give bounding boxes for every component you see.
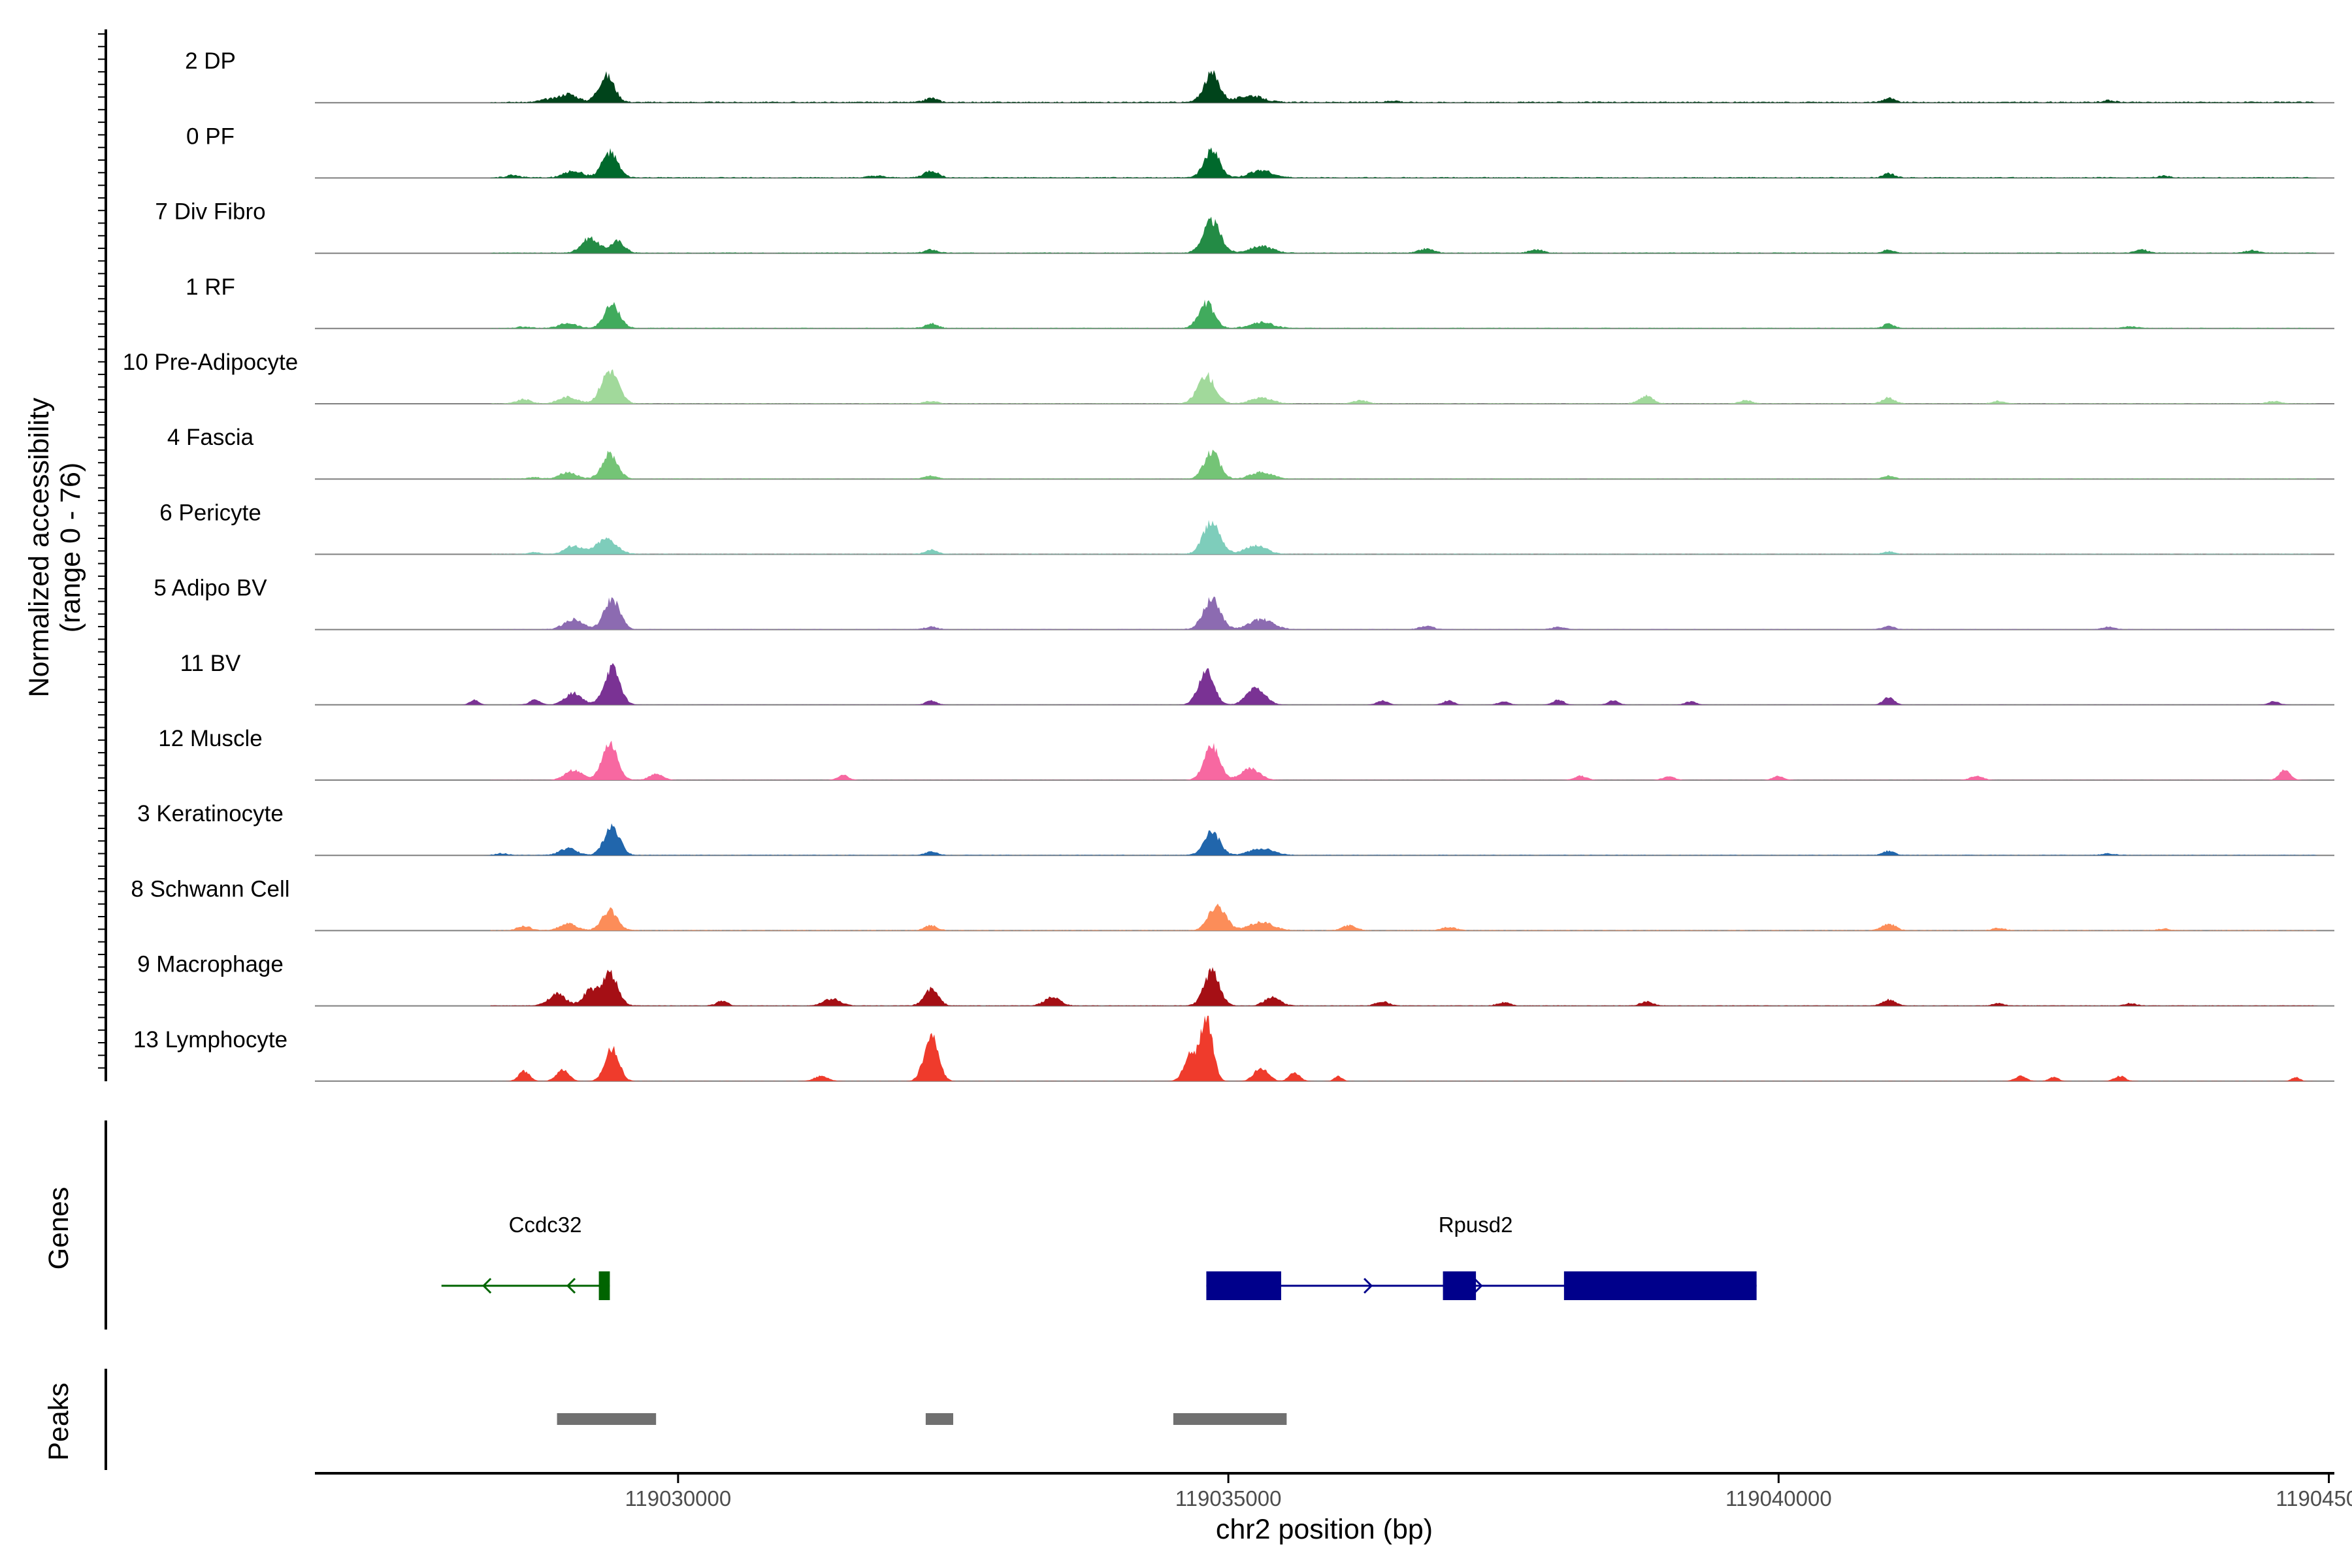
gene-label: Ccdc32 [509, 1213, 582, 1237]
coverage-track: 1 RF [186, 274, 2334, 329]
y-axis-ticks [98, 33, 106, 1069]
track-label: 7 Div Fibro [155, 199, 265, 225]
coverage-track: 5 Adipo BV [154, 576, 2334, 630]
gene-exon [1443, 1271, 1477, 1300]
coverage-track: 11 BV [180, 651, 2334, 706]
coverage-area [315, 823, 2334, 856]
peak-region [925, 1413, 953, 1425]
coverage-track: 7 Div Fibro [155, 199, 2334, 254]
peak-region [557, 1413, 657, 1425]
coverage-track: 3 Keratinocyte [137, 801, 2334, 857]
coverage-area [315, 70, 2334, 103]
coverage-track: 8 Schwann Cell [131, 876, 2334, 932]
gene-exon [1206, 1271, 1281, 1300]
coverage-track: 6 Pericyte [159, 500, 2334, 555]
y-axis-title-line1: Normalized accessibility [24, 397, 55, 697]
coverage-track: 13 Lymphocyte [133, 1015, 2334, 1082]
strand-arrow [1364, 1277, 1373, 1294]
x-tick-label: 119030000 [625, 1486, 732, 1511]
coverage-area [315, 662, 2334, 705]
coverage-area [315, 519, 2334, 555]
coverage-track: 2 DP [185, 48, 2334, 104]
track-label: 12 Muscle [158, 726, 263, 751]
strand-arrow [482, 1277, 492, 1294]
y-axis-title-line2: (range 0 - 76) [55, 463, 86, 633]
gene-label: Rpusd2 [1439, 1213, 1513, 1237]
coverage-track: 9 Macrophage [137, 952, 2334, 1007]
coverage-area [315, 1015, 2334, 1081]
x-tick-label: 119040000 [1725, 1486, 1832, 1511]
coverage-track: 4 Fascia [167, 425, 2334, 480]
coverage-area [315, 967, 2334, 1006]
coverage-tracks: 2 DP 0 PF 7 Div Fibro 1 RF 10 Pre-Adipocyte 4… [123, 48, 2334, 1082]
coverage-track: 10 Pre-Adipocyte [123, 350, 2334, 404]
track-label: 8 Schwann Cell [131, 876, 289, 902]
gene: Ccdc32 [441, 1213, 610, 1300]
peaks-panel-label: Peaks [43, 1382, 74, 1461]
x-axis-ticks: 119030000 119035000 119040000 119045000 [625, 1473, 2352, 1511]
track-label: 5 Adipo BV [154, 576, 267, 601]
coverage-area [315, 216, 2334, 253]
coverage-area [315, 904, 2334, 931]
strand-arrow [566, 1277, 576, 1294]
gene-exon [598, 1271, 610, 1300]
gene-exon [1563, 1271, 1757, 1300]
track-label: 1 RF [186, 274, 235, 300]
coverage-track: 0 PF [186, 123, 2334, 179]
coverage-area [315, 299, 2334, 329]
x-tick-label: 119035000 [1175, 1486, 1282, 1511]
peak-regions-track [557, 1413, 1287, 1425]
track-label: 9 Macrophage [137, 952, 284, 977]
coverage-area [315, 369, 2334, 404]
coverage-area [315, 740, 2334, 780]
peak-region [1173, 1413, 1287, 1425]
track-label: 11 BV [180, 651, 241, 676]
x-tick-label: 119045000 [2276, 1486, 2352, 1511]
track-label: 3 Keratinocyte [137, 801, 284, 826]
coverage-track: 12 Muscle [158, 726, 2334, 781]
coverage-area [315, 596, 2334, 630]
coverage-area [315, 449, 2334, 480]
genes-panel-label: Genes [43, 1187, 74, 1270]
track-label: 4 Fascia [167, 425, 254, 450]
track-label: 0 PF [186, 123, 235, 149]
track-label: 2 DP [185, 48, 236, 74]
track-label: 10 Pre-Adipocyte [123, 350, 298, 375]
gene-annotation-track: Ccdc32 Rpusd2 [441, 1213, 1757, 1300]
track-label: 6 Pericyte [159, 500, 261, 525]
x-axis-title: chr2 position (bp) [1216, 1514, 1433, 1545]
coverage-area [315, 147, 2334, 178]
strand-arrow [1473, 1277, 1483, 1294]
track-label: 13 Lymphocyte [133, 1027, 287, 1053]
gene: Rpusd2 [1206, 1213, 1757, 1300]
